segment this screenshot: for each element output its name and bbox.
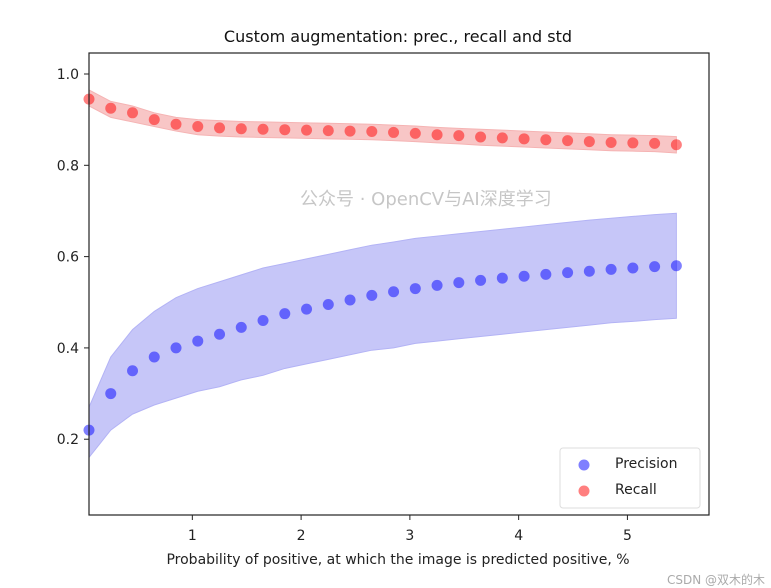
- precision-point: [214, 328, 226, 340]
- precision-point: [170, 342, 182, 354]
- chart-title: Custom augmentation: prec., recall and s…: [224, 27, 572, 46]
- precision-point: [279, 308, 291, 320]
- x-tick-label: 4: [514, 528, 523, 544]
- recall-point: [344, 125, 356, 137]
- recall-point: [409, 127, 421, 139]
- recall-point: [605, 136, 617, 148]
- recall-point: [583, 136, 595, 148]
- plot-frame: [88, 52, 710, 516]
- precision-point: [192, 335, 204, 347]
- precision-point: [562, 267, 574, 279]
- precision-point: [409, 283, 421, 295]
- precision-point: [431, 279, 443, 291]
- precision-point: [388, 286, 400, 298]
- precision-point: [518, 270, 530, 282]
- precision-point: [496, 272, 508, 284]
- recall-point: [322, 125, 334, 137]
- precision-point: [366, 289, 378, 301]
- recall-point: [562, 135, 574, 147]
- precision-point: [301, 303, 313, 315]
- precision-point: [127, 365, 139, 377]
- precision-point: [649, 261, 661, 273]
- recall-point: [649, 137, 661, 149]
- legend-label-precision: Precision: [615, 456, 677, 472]
- precision-point: [605, 263, 617, 275]
- x-tick-label: 5: [623, 528, 632, 544]
- x-axis-label: Probability of positive, at which the im…: [166, 552, 629, 568]
- recall-point: [366, 126, 378, 138]
- recall-point: [453, 130, 465, 142]
- precision-point: [257, 315, 269, 327]
- y-tick-label: 0.8: [57, 158, 79, 174]
- x-tick-label: 1: [188, 528, 197, 544]
- legend: Precision Recall: [559, 447, 701, 509]
- precision-point: [148, 351, 160, 363]
- legend-marker-precision: [578, 459, 590, 471]
- watermark-credit: CSDN @双木的木: [667, 572, 765, 587]
- y-tick-label: 1.0: [57, 67, 79, 83]
- precision-point: [583, 265, 595, 277]
- recall-point: [475, 131, 487, 143]
- precision-point: [627, 262, 639, 274]
- precision-point: [475, 274, 487, 286]
- watermark: 公众号 · OpenCV与AI深度学习: [300, 189, 552, 210]
- y-tick-label: 0.2: [57, 432, 79, 448]
- recall-point: [170, 118, 182, 130]
- precision-point: [540, 268, 552, 280]
- recall-point: [279, 124, 291, 136]
- legend-marker-recall: [578, 485, 590, 497]
- recall-std-band: [88, 89, 677, 154]
- y-tick-label: 0.4: [57, 341, 79, 357]
- recall-point: [670, 139, 682, 151]
- recall-point: [627, 137, 639, 149]
- precision-std-band: [88, 212, 677, 459]
- recall-point: [235, 123, 247, 135]
- x-tick-label: 2: [297, 528, 306, 544]
- precision-point: [344, 294, 356, 306]
- recall-point: [148, 114, 160, 126]
- y-tick-label: 0.6: [57, 250, 79, 266]
- x-tick-label: 3: [405, 528, 414, 544]
- recall-point: [127, 107, 139, 119]
- recall-point: [192, 121, 204, 132]
- recall-point: [388, 126, 400, 138]
- precision-point: [235, 321, 247, 333]
- precision-point: [105, 388, 117, 400]
- recall-point: [257, 123, 269, 135]
- precision-point: [322, 299, 334, 311]
- recall-point: [105, 102, 117, 114]
- legend-label-recall: Recall: [615, 482, 657, 498]
- recall-point: [214, 122, 226, 134]
- precision-point: [453, 277, 465, 289]
- recall-point: [518, 133, 530, 145]
- precision-point: [670, 260, 682, 272]
- recall-point: [301, 124, 313, 136]
- recall-point: [496, 132, 508, 144]
- recall-point: [540, 134, 552, 146]
- recall-point: [431, 129, 443, 141]
